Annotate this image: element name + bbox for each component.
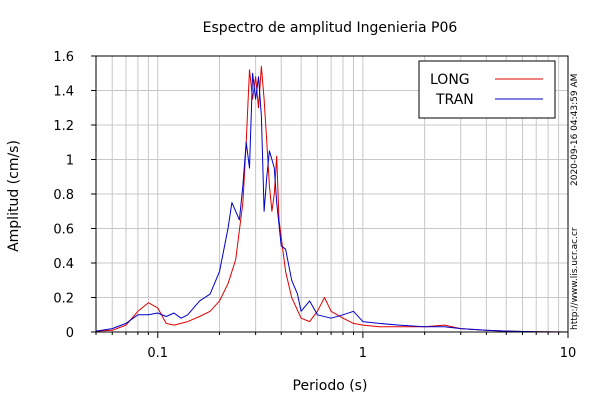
y-tick-label: 0	[66, 326, 74, 341]
legend-box	[418, 60, 556, 119]
series-lines	[95, 65, 569, 333]
y-tick-label: 1.6	[53, 50, 74, 65]
x-tick-label: 0.1	[147, 346, 168, 361]
x-tick-label: 1	[359, 346, 367, 361]
y-tick-label: 0.4	[53, 257, 74, 272]
legend-label-long: LONG	[430, 72, 470, 88]
series-line-tran	[95, 72, 569, 333]
timestamp-label: 2020-09-16 04:43:59 AM	[570, 73, 580, 186]
x-tick-label: 10	[560, 346, 577, 361]
y-tick-label: 0.6	[53, 223, 74, 238]
legend: LONG TRAN	[418, 60, 556, 119]
y-tick-label: 0.2	[53, 292, 74, 307]
y-tick-label: 0.8	[53, 188, 74, 203]
source-url-label: http://www.lis.ucr.ac.cr	[570, 227, 580, 330]
series-line-long	[95, 65, 569, 333]
y-tick-label: 1	[66, 154, 74, 169]
y-tick-label: 1.4	[53, 85, 74, 100]
legend-label-tran: TRAN	[435, 92, 474, 108]
y-tick-label: 1.2	[53, 119, 74, 134]
x-axis-label: Periodo (s)	[293, 378, 368, 394]
y-axis-label: Amplitud (cm/s)	[6, 140, 22, 252]
y-axis-ticks: 0 0.2 0.4 0.6 0.8 1 1.2 1.4 1.6	[53, 50, 96, 341]
chart-title: Espectro de amplitud Ingenieria P06	[203, 20, 458, 36]
x-axis-ticks: 0.1 1 10	[95, 332, 577, 361]
